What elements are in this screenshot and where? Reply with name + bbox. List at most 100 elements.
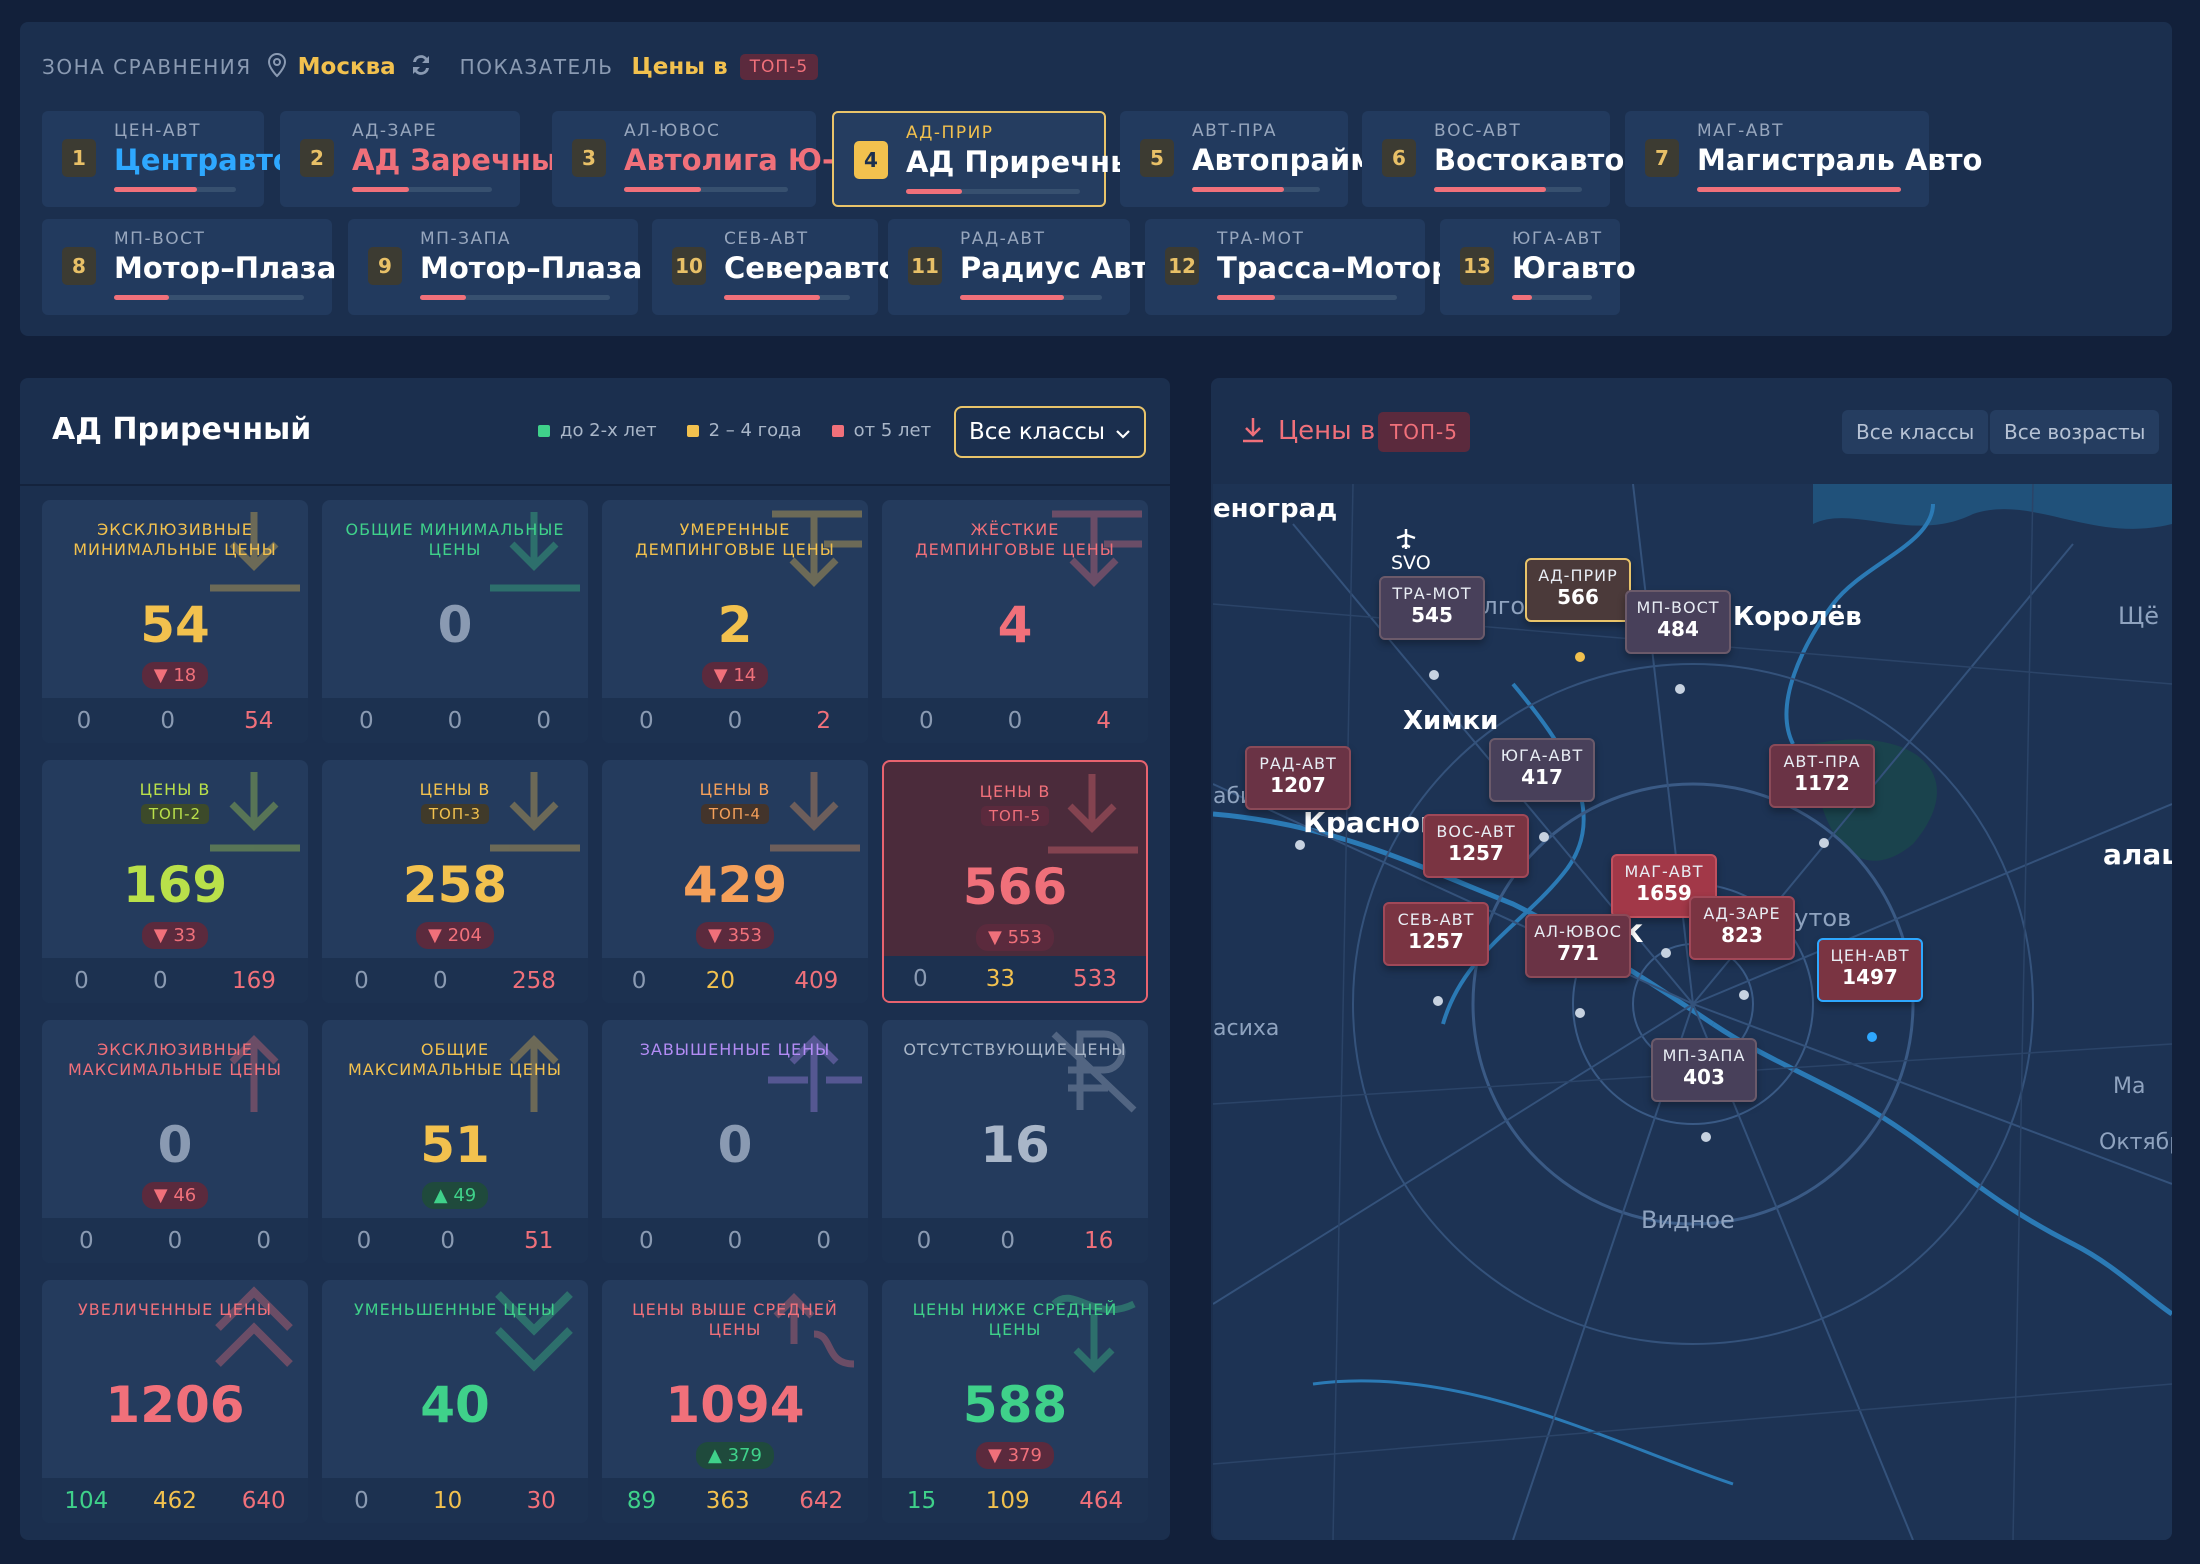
competitor-share-fill [1512,295,1532,300]
competitor-code: АЛ-ЮВОС [624,121,721,141]
competitor-chip[interactable]: 1 ЦЕН-АВТ Центравто [42,111,293,207]
metric-card[interactable]: Цены в ТОП-2 169 ▼ 33 0 0 169 [42,760,308,1003]
metric-down-bar-icon [484,764,584,854]
metric-card[interactable]: Цены в ТОП-3 258 ▼ 204 0 0 258 [322,760,588,1003]
metric-card[interactable]: Умеренные демпинговые цены 2 ▼ 14 0 0 2 [602,500,868,743]
metric-value: 4 [997,596,1033,654]
map-marker[interactable]: АВТ-ПРА 1172 [1769,744,1875,848]
marker-code: АД-ЗАРЕ [1703,904,1781,923]
map-place-label: Октябр [2099,1130,2172,1155]
marker-code: ЮГА-АВТ [1500,746,1584,765]
map-place-label: еноград [1213,494,1338,524]
metric-title-text: Эксклюзивные максимальные цены [67,1040,283,1079]
competitor-share-bar [114,295,304,300]
marker-pin [1575,652,1585,662]
metric-breakdown-value: 0 [76,707,92,734]
metric-card[interactable]: Завышенные цены 0 0 0 0 [602,1020,868,1263]
map-classes-button[interactable]: Все классы [1842,410,1989,454]
map-marker[interactable]: АД-ЗАРЕ 823 [1689,896,1795,1000]
download-icon[interactable] [1240,416,1266,448]
metric-breakdown-value: 109 [985,1487,1030,1514]
competitor-chip[interactable]: 10 СЕВ-АВТ Северавто [652,219,898,315]
map-marker[interactable]: СЕВ-АВТ 1257 [1383,902,1489,1006]
metric-breakdown-value: 0 [447,707,463,734]
metric-card[interactable]: Цены в ТОП-4 429 ▼ 353 0 20 409 [602,760,868,1003]
map-marker[interactable]: ВОС-АВТ 1257 [1423,814,1529,918]
map-place-label: SVO [1391,552,1431,574]
metric-dbl-up-icon [204,1284,304,1374]
map-marker[interactable]: ЮГА-АВТ 417 [1489,738,1595,842]
zone-value[interactable]: Москва [297,54,396,80]
competitor-chip[interactable]: 9 МП-ЗАПА Мотор–Плаза З. [348,219,684,315]
competitor-share-fill [420,295,466,300]
competitor-chip[interactable]: 11 РАД-АВТ Радиус Авто [888,219,1168,315]
competitor-name: АД Заречный [352,143,578,177]
competitor-share-bar [960,295,1102,300]
metric-card[interactable]: Уменьшенные цены 40 0 10 30 [322,1280,588,1523]
metric-title: Цены в ТОП-5 [884,782,1146,826]
metric-card[interactable]: Эксклюзивные максимальные цены 0 ▼ 46 0 0 0 [42,1020,308,1263]
competitor-rank: 13 [1460,247,1494,285]
map-marker[interactable]: МП-ВОСТ 484 [1625,590,1731,694]
metric-value: 258 [402,856,508,914]
map-ages-button[interactable]: Все возрасты [1990,410,2160,454]
metric-breakdown: 0 0 0 [42,1218,308,1263]
metric-breakdown: 0 10 30 [322,1478,588,1523]
map-marker[interactable]: АД-ПРИР 566 [1525,558,1631,662]
competitor-name: Востокавто+ [1434,143,1649,177]
competitor-chip[interactable]: 2 АД-ЗАРЕ АД Заречный [280,111,577,207]
competitor-rank: 6 [1382,139,1416,177]
metric-card[interactable]: Цены в ТОП-5 566 ▼ 553 0 33 533 [882,760,1148,1003]
competitor-code: ВОС-АВТ [1434,121,1522,141]
metric-card[interactable]: Отсутствующие цены 16 0 0 16 [882,1020,1148,1263]
competitor-name: Центравто [114,143,293,177]
metric-pill: ТОП-4 [700,804,770,824]
swap-icon[interactable] [408,52,434,82]
metric-card[interactable]: Увеличенные цены 1206 104 462 640 [42,1280,308,1523]
class-select[interactable]: Все классы [954,406,1146,458]
metric-card[interactable]: Цены выше средней цены 1094 ▲ 379 89 363 642 [602,1280,868,1523]
metric-card[interactable]: Общие максимальные цены 51 ▲ 49 0 0 51 [322,1020,588,1263]
map-marker[interactable]: АЛ-ЮВОС 771 [1525,914,1631,1018]
competitor-chip[interactable]: 7 МАГ-АВТ Магистраль Авто [1625,111,1982,207]
competitor-chip[interactable]: 8 МП-ВОСТ Мотор–Плаза В. [42,219,380,315]
metric-change-badge: ▲ 49 [421,1182,489,1209]
metric-breakdown-value: 464 [1079,1487,1124,1514]
competitor-code: ЮГА-АВТ [1512,229,1603,249]
metric-card[interactable]: Жёсткие демпинговые цены 4 0 0 4 [882,500,1148,743]
metric-title-text: Цены в [979,782,1051,801]
metric-change: ▼ 379 [882,1442,1148,1469]
metric-value: 2 [717,596,753,654]
map[interactable]: еноградSVOДолгопруКоролёвЩёХимкиабиноКра… [1213,484,2172,1540]
competitor-chip[interactable]: 13 ЮГА-АВТ Югавто [1440,219,1636,315]
metric-breakdown-value: 363 [705,1487,750,1514]
map-marker[interactable]: ТРА-МОТ 545 [1379,576,1485,680]
competitor-chip[interactable]: 12 ТРА-МОТ Трасса–Моторс [1145,219,1469,315]
competitor-chip[interactable]: 4 АД-ПРИР АД Приречный [832,111,1157,207]
marker-code: СЕВ-АВТ [1397,910,1475,929]
metric-breakdown-value: 0 [816,1227,831,1254]
metric-breakdown-value: 2 [816,707,831,734]
map-marker[interactable]: МП-ЗАПА 403 [1651,1038,1757,1142]
competitor-chip[interactable]: 5 АВТ-ПРА Автопрайм [1120,111,1374,207]
metric-badge[interactable]: ТОП-5 [739,54,819,80]
metric-card[interactable]: Цены ниже средней цены 588 ▼ 379 15 109 464 [882,1280,1148,1523]
metric-breakdown-value: 0 [1000,1227,1015,1254]
metric-title: Умеренные демпинговые цены [602,520,868,560]
class-select-label: Все классы [968,419,1106,445]
map-marker[interactable]: ЦЕН-АВТ 1497 [1817,938,1923,1042]
map-badge[interactable]: ТОП-5 [1378,412,1470,452]
competitor-chip[interactable]: 3 АЛ-ЮВОС Автолига Ю-В [552,111,856,207]
metric-card[interactable]: Общие минимальные цены 0 0 0 0 [322,500,588,743]
metric-breakdown: 0 0 0 [602,1218,868,1263]
marker-value: 566 [1557,585,1599,609]
marker-pin [1539,832,1549,842]
metric-title: Увеличенные цены [42,1300,308,1320]
metric-value[interactable]: Цены в [631,54,728,80]
comparison-header: ЗОНА СРАВНЕНИЯ Москва ПОКАЗАТЕЛЬ Цены в … [42,52,819,82]
metric-down-bar-icon [764,764,864,854]
competitor-share-fill [624,187,702,192]
metric-card[interactable]: Эксклюзивные минимальные цены 54 ▼ 18 0 0 54 [42,500,308,743]
map-marker[interactable]: РАД-АВТ 1207 [1245,746,1351,850]
competitor-chip[interactable]: 6 ВОС-АВТ Востокавто+ [1362,111,1649,207]
